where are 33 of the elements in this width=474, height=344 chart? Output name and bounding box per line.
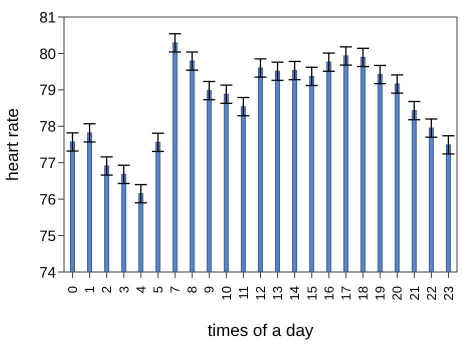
- x-tick-label: 13: [270, 286, 286, 300]
- x-tick-label: 16: [321, 286, 336, 300]
- x-tick-label: 20: [390, 286, 405, 300]
- x-tick-label: 5: [150, 286, 166, 294]
- x-tick-label: 2: [99, 286, 114, 294]
- x-tick-label: 10: [218, 286, 234, 300]
- x-tick-label: 14: [287, 286, 302, 300]
- y-tick-label: 80: [39, 46, 56, 63]
- x-tick-label: 4: [133, 286, 148, 294]
- y-tick-label: 81: [39, 9, 56, 26]
- y-tick-label: 74: [39, 264, 56, 282]
- x-tick-label: 17: [338, 286, 354, 300]
- x-tick-label: 7: [168, 286, 183, 294]
- x-tick-label: 19: [372, 286, 388, 300]
- y-tick-label: 78: [39, 118, 56, 136]
- x-tick-label: 12: [253, 286, 268, 300]
- x-tick-label: 11: [236, 286, 251, 300]
- y-tick-label: 77: [39, 155, 56, 172]
- x-tick-label: 23: [440, 286, 456, 300]
- x-tick-label: 3: [116, 286, 132, 294]
- x-tick-label: 1: [82, 286, 98, 294]
- x-tick-label: 18: [356, 286, 371, 300]
- x-tick-label: 21: [406, 286, 422, 300]
- x-axis-title: times of a day: [208, 321, 314, 340]
- y-axis-title: heart rate: [3, 108, 22, 181]
- x-tick-label: 9: [202, 286, 217, 294]
- x-tick-label: 8: [184, 286, 200, 294]
- y-tick-label: 76: [39, 191, 56, 208]
- x-tick-label: 22: [424, 286, 439, 300]
- y-tick-label: 79: [39, 82, 56, 100]
- x-tick-label: 0: [65, 286, 80, 294]
- x-tick-label: 15: [304, 286, 320, 300]
- y-tick-label: 75: [39, 228, 56, 245]
